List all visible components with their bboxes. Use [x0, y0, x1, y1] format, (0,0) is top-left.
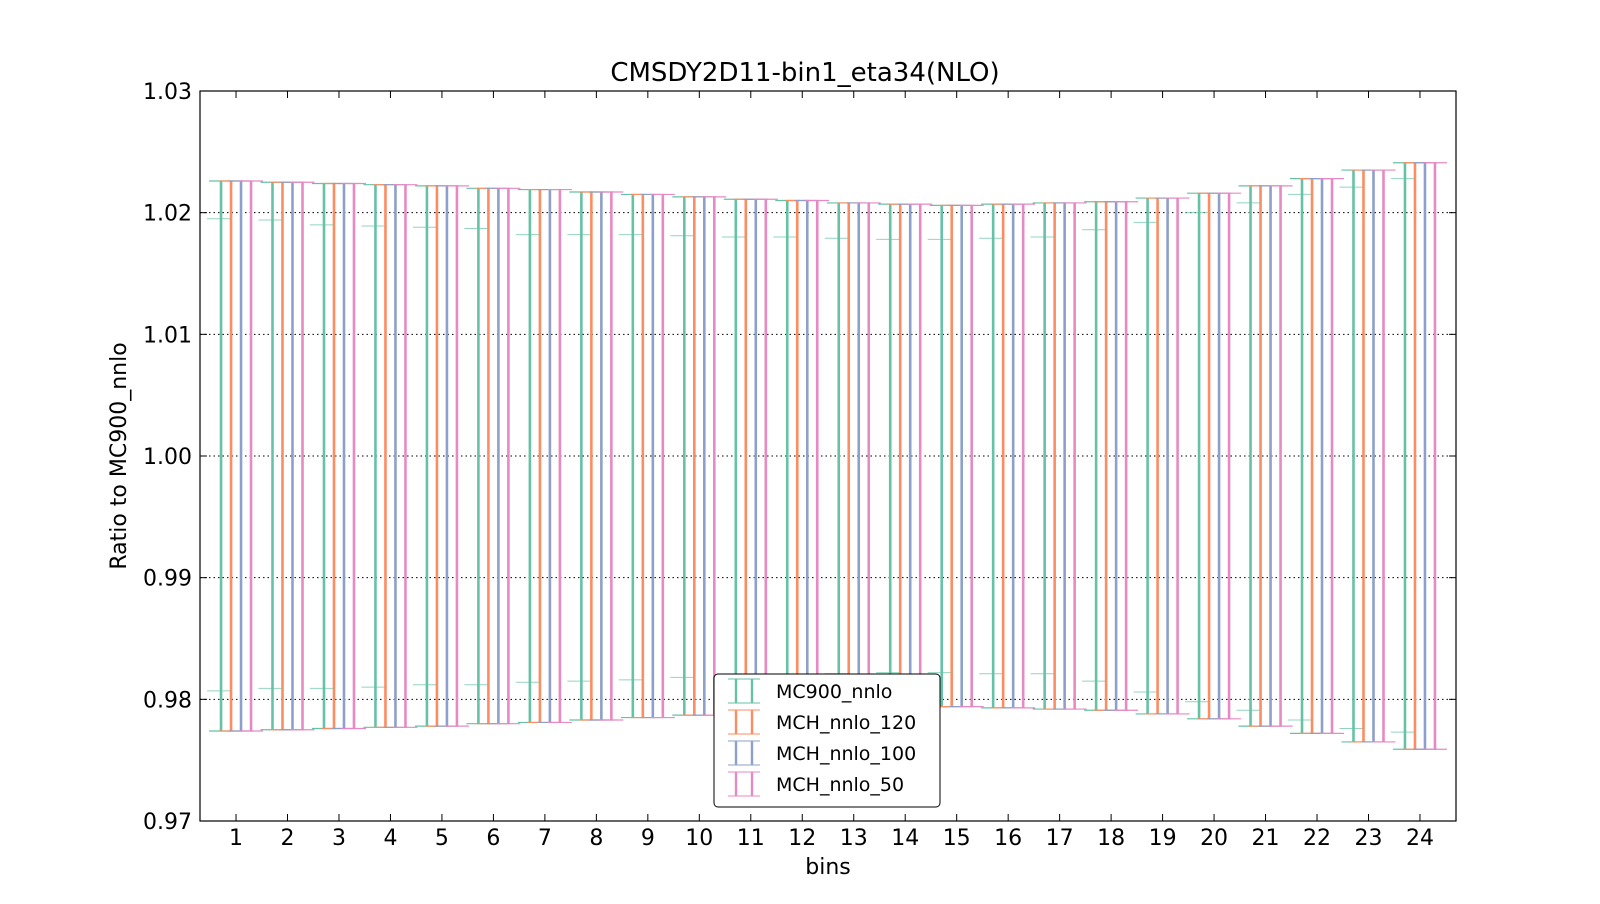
x-tick-label: 20 [1200, 826, 1228, 851]
legend-entry: MCH_nnlo_100 [728, 740, 916, 766]
legend-label: MC900_nnlo [776, 681, 892, 703]
x-tick-label: 24 [1406, 826, 1434, 851]
x-tick-label: 9 [641, 826, 655, 851]
x-tick-label: 6 [486, 826, 500, 851]
y-tick-label: 1.00 [143, 445, 192, 470]
x-tick-label: 10 [685, 826, 713, 851]
x-axis-label: bins [805, 855, 850, 880]
x-axis-ticks: 1 2 3 4 5 6 7 8 9 10 11 12 13 14 15 16 17 18 19 20 21 22 23 24 [229, 91, 1434, 851]
legend-entry: MC900_nnlo [728, 678, 892, 704]
legend-box [713, 673, 941, 808]
y-tick-label: 0.99 [143, 567, 192, 592]
x-tick-label: 18 [1097, 826, 1125, 851]
x-tick-label: 1 [229, 826, 243, 851]
y-tick-label: 0.97 [143, 810, 192, 835]
x-tick-label: 5 [435, 826, 449, 851]
legend-label: MCH_nnlo_100 [776, 743, 916, 765]
y-tick-label: 1.03 [143, 80, 192, 105]
x-tick-label: 8 [589, 826, 603, 851]
x-tick-label: 23 [1354, 826, 1382, 851]
series-MCH_nnlo_100 [229, 162, 1437, 750]
x-tick-label: 7 [538, 826, 552, 851]
x-tick-label: 13 [840, 826, 868, 851]
x-tick-label: 15 [943, 826, 971, 851]
series-MC900_nnlo [207, 162, 1417, 750]
y-tick-label: 0.98 [143, 688, 192, 713]
x-tick-label: 22 [1303, 826, 1331, 851]
legend-entry: MCH_nnlo_120 [728, 709, 916, 735]
x-tick-label: 12 [788, 826, 816, 851]
x-tick-label: 16 [994, 826, 1022, 851]
x-tick-label: 3 [332, 826, 346, 851]
y-tick-label: 1.01 [143, 323, 192, 348]
y-axis-label: Ratio to MC900_nnlo [107, 342, 132, 569]
x-tick-label: 4 [383, 826, 397, 851]
chart-title: CMSDY2D11-bin1_eta34(NLO) [610, 58, 999, 88]
x-tick-label: 2 [281, 826, 295, 851]
legend-entry: MCH_nnlo_50 [728, 771, 904, 797]
legend: MC900_nnlo MCH_nnlo_120 MCH_nnlo_100 MCH_nn… [713, 673, 941, 808]
x-tick-label: 21 [1252, 826, 1280, 851]
legend-label: MCH_nnlo_50 [776, 774, 904, 796]
x-tick-label: 14 [891, 826, 919, 851]
series-layer [207, 162, 1447, 750]
x-tick-label: 11 [737, 826, 765, 851]
x-tick-label: 19 [1149, 826, 1177, 851]
y-axis-ticks: 0.97 0.98 0.99 1.00 1.01 1.02 1.03 [143, 80, 1456, 835]
legend-label: MCH_nnlo_120 [776, 712, 916, 734]
x-tick-label: 17 [1046, 826, 1074, 851]
plot-frame [199, 90, 1457, 822]
y-tick-label: 1.02 [143, 202, 192, 227]
series-MCH_nnlo_50 [239, 162, 1447, 750]
